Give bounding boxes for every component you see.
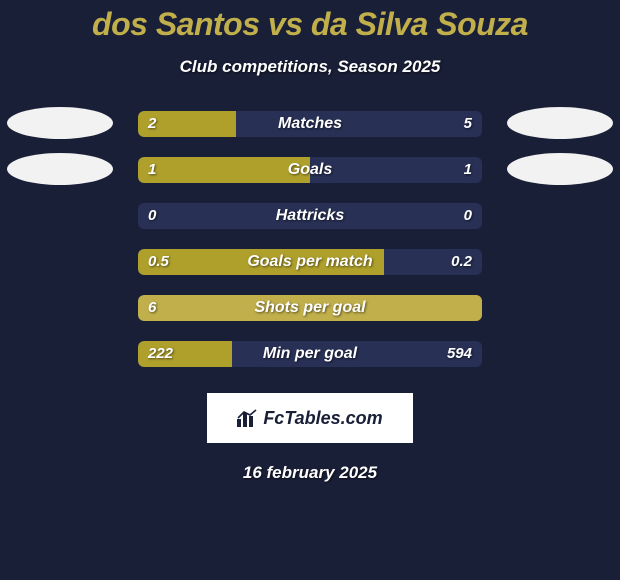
stat-bar: Goals per match0.5 0.2 xyxy=(138,249,482,275)
stat-row: Shots per goal6 xyxy=(0,295,620,341)
stat-value-left: 0 xyxy=(148,203,156,229)
logo: FcTables.com xyxy=(237,408,382,429)
player-left-oval xyxy=(7,153,113,185)
stat-value-left: 0.5 xyxy=(148,249,169,275)
stat-value-left: 1 xyxy=(148,157,156,183)
stat-bar: Matches2 5 xyxy=(138,111,482,137)
footer-date: 16 february 2025 xyxy=(0,463,620,483)
stat-value-right: 5 xyxy=(464,111,472,137)
logo-label: FcTables.com xyxy=(263,408,382,429)
stat-row: Goals per match0.5 0.2 xyxy=(0,249,620,295)
stat-value-right: 0 xyxy=(464,203,472,229)
stat-value-left: 2 xyxy=(148,111,156,137)
stat-value-right: 594 xyxy=(447,341,472,367)
comparison-container: Matches2 5 Goals1 1 Hattricks0 0 Goals per mat… xyxy=(0,111,620,387)
player-right-oval xyxy=(507,153,613,185)
stat-label: Shots per goal xyxy=(138,295,482,321)
stat-bar: Goals1 1 xyxy=(138,157,482,183)
stat-value-right: 0.2 xyxy=(451,249,472,275)
stat-row: Hattricks0 0 xyxy=(0,203,620,249)
stat-label: Matches xyxy=(138,111,482,137)
bars-icon xyxy=(237,409,257,427)
stat-value-left: 6 xyxy=(148,295,156,321)
stat-label: Goals xyxy=(138,157,482,183)
stat-value-left: 222 xyxy=(148,341,173,367)
logo-box: FcTables.com xyxy=(207,393,413,443)
player-left-oval xyxy=(7,107,113,139)
stat-label: Goals per match xyxy=(138,249,482,275)
page-title: dos Santos vs da Silva Souza xyxy=(0,0,620,43)
stat-value-right: 1 xyxy=(464,157,472,183)
stat-bar: Shots per goal6 xyxy=(138,295,482,321)
page-subtitle: Club competitions, Season 2025 xyxy=(0,57,620,77)
stat-bar: Min per goal222 594 xyxy=(138,341,482,367)
player-right-oval xyxy=(507,107,613,139)
stat-bar: Hattricks0 0 xyxy=(138,203,482,229)
stat-label: Hattricks xyxy=(138,203,482,229)
stat-row: Goals1 1 xyxy=(0,157,620,203)
stat-row: Min per goal222 594 xyxy=(0,341,620,387)
stat-label: Min per goal xyxy=(138,341,482,367)
stat-row: Matches2 5 xyxy=(0,111,620,157)
